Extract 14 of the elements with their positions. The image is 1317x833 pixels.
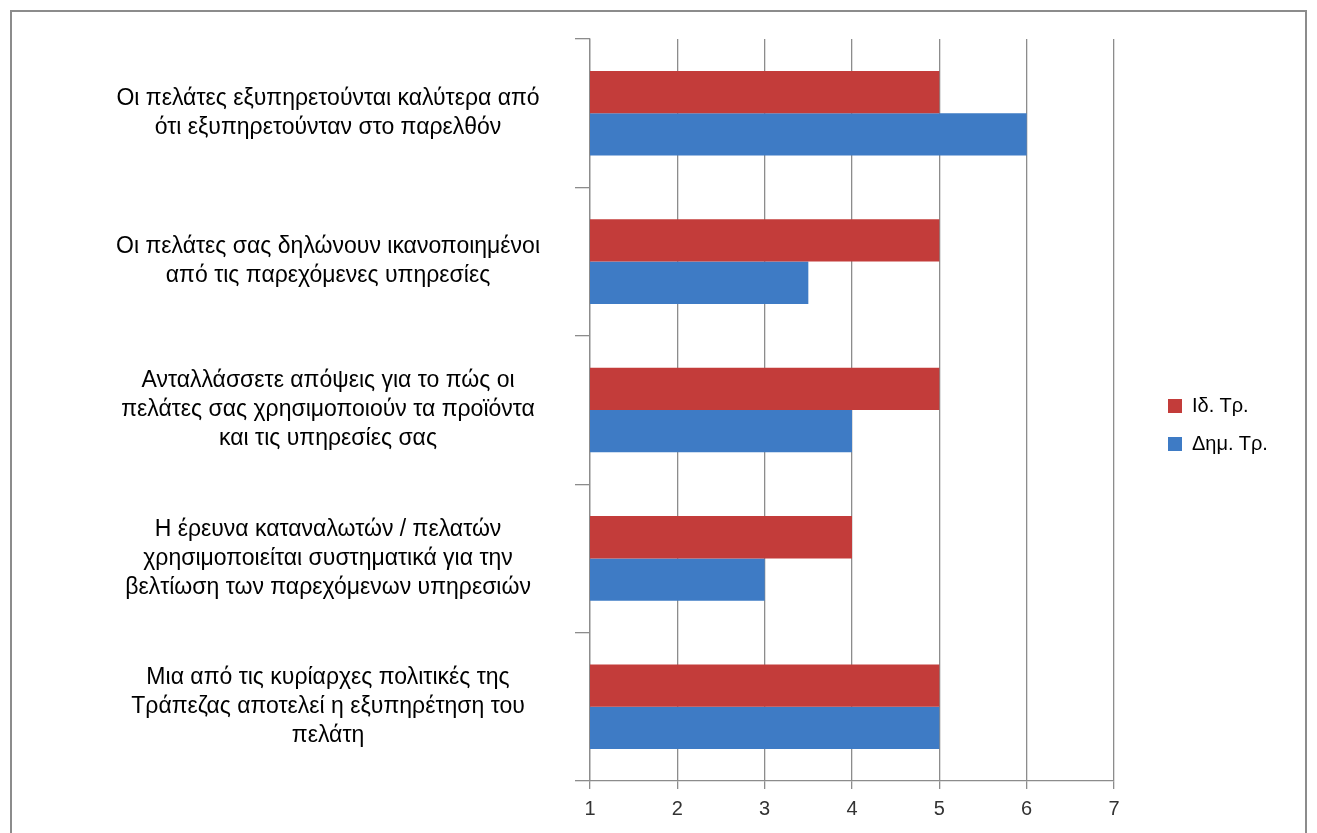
x-tick-label: 1 (584, 796, 596, 819)
y-tick-label: Ανταλλάσσετε απόψεις για το πώς οι πελάτες σας χρησιμοποιούν τα προϊόντα και τις υπηρεσίες σας (121, 366, 535, 451)
x-tick-label: 2 (671, 796, 683, 819)
y-tick-label: Οι πελάτες σας δηλώνουν ικανοποιημένοι από τις παρεχόμενες υπηρεσίες (116, 232, 541, 288)
x-tick-label: 6 (1021, 796, 1033, 819)
legend-label: Δημ. Τρ. (1192, 431, 1268, 454)
y-tick-label: Η έρευνα καταναλωτών / πελατών χρησιμοποιείται συστηματικά για την βελτίωση των παρεχόμενων υπηρεσιών (125, 514, 531, 599)
x-tick-label: 5 (933, 796, 945, 819)
x-tick-label: 3 (759, 796, 771, 819)
y-tick-label: Οι πελάτες εξυπηρετούνται καλύτερα από ότι εξυπηρετούνταν στο παρελθόν (116, 84, 540, 140)
y-tick-label: Μια από τις κυρίαρχες πολιτικές της Τράπεζας αποτελεί η εξυπηρέτηση του πελάτη (131, 663, 525, 748)
x-tick-label: 7 (1108, 796, 1120, 819)
x-tick-label: 4 (846, 796, 858, 819)
legend-label: Ιδ. Τρ. (1192, 393, 1249, 416)
